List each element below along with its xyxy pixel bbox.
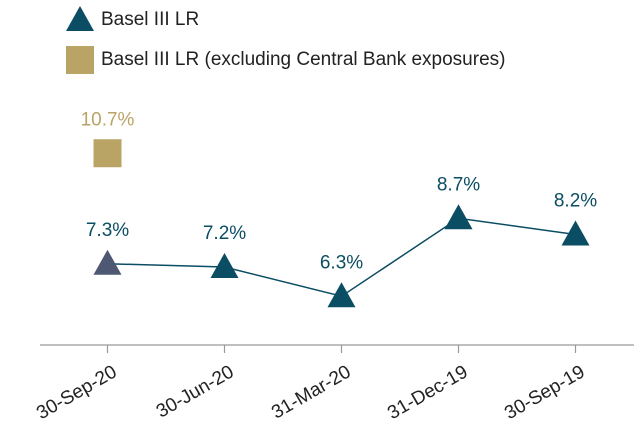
x-tick-label: 30-Sep-20 [33, 361, 120, 424]
data-point [444, 204, 473, 230]
x-tick-label: 31-Dec-19 [384, 361, 471, 424]
legend-label: Basel III LR [101, 9, 199, 30]
legend-marker [66, 46, 94, 74]
x-tick-label: 30-Jun-20 [153, 361, 238, 422]
data-label: 8.7% [437, 174, 480, 195]
x-tick-label: 30-Sep-19 [501, 361, 588, 424]
legend-label: Basel III LR (excluding Central Bank exp… [101, 49, 505, 70]
data-point [93, 139, 122, 168]
data-point [210, 253, 239, 278]
data-label: 8.2% [554, 191, 597, 212]
data-point [561, 220, 590, 246]
data-point [93, 249, 122, 275]
data-label: 7.2% [203, 223, 246, 244]
x-tick-label: 31-Mar-20 [268, 361, 354, 423]
data-label: 10.7% [81, 109, 135, 130]
data-point [327, 282, 356, 308]
data-label: 7.3% [86, 220, 129, 241]
legend-marker [66, 6, 94, 31]
data-label: 6.3% [320, 252, 363, 273]
